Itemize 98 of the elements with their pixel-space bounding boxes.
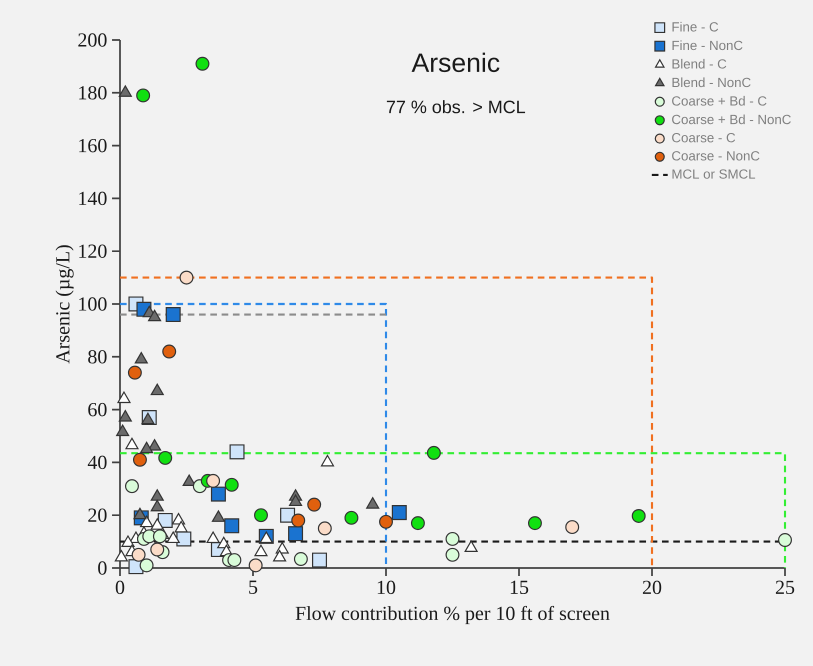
point [182,474,196,486]
point [140,442,154,454]
point [288,526,304,542]
y-tick-label: 200 [78,33,107,47]
point [273,550,286,562]
x-tick-label: 25 [776,580,794,594]
point [125,438,139,450]
point [150,489,164,501]
point [117,392,131,404]
point [150,384,164,396]
x-tick-label: 15 [510,580,528,594]
point [148,310,162,322]
point [210,486,226,502]
point [392,505,407,520]
point [778,533,792,547]
point [124,479,139,494]
legend-label: Blend - C [672,58,726,69]
text: 77 % obs. > MCL [386,100,526,114]
point [134,352,148,364]
point [166,307,181,322]
x-tick-label: 5 [249,580,258,594]
point [132,452,147,467]
point [446,548,460,562]
legend-label: Coarse + Bd - NonC [672,114,791,124]
point [152,529,167,544]
point [140,558,154,572]
point [148,439,162,451]
point [158,450,172,465]
point [118,410,132,422]
x-tick-label: 10 [378,580,396,594]
point [320,454,334,466]
point [307,498,322,512]
point [294,552,308,566]
point [132,548,146,562]
legend-label: MCL or SMCL [672,169,756,179]
point [230,444,245,460]
point [379,514,393,529]
point [224,478,239,492]
point [128,366,142,380]
point [312,552,328,568]
y-tick-label: 100 [79,297,107,311]
point [288,494,302,506]
point [150,500,164,512]
y-tick-label: 120 [79,244,107,258]
legend-label: Coarse + Bd - C [672,96,767,106]
x-axis-title: Flow contribution % per 10 ft of screen [296,606,610,624]
point [565,520,580,534]
point [224,518,240,534]
legend-label: Coarse - C [672,132,736,142]
legend-label: Fine - C [672,22,718,32]
point [136,88,150,102]
point [254,544,268,556]
point [280,508,296,523]
point [166,531,180,544]
x-tick-label: 0 [116,580,124,594]
y-tick-label: 40 [88,456,107,470]
point [121,535,135,547]
point [133,508,147,520]
point [195,56,210,71]
y-tick-label: 80 [88,350,107,364]
y-tick-label: 140 [79,192,107,206]
y-tick-label: 20 [88,508,107,522]
y-axis-title: Arsenic (µg/L) [56,245,74,364]
x-tick-label: 20 [642,580,662,594]
point [206,531,220,544]
point [344,510,358,525]
legend-label: Coarse - NonC [672,151,760,161]
y-tick-label: 60 [88,402,107,416]
point [206,474,220,488]
point [150,518,164,530]
point [227,553,242,568]
point [114,550,128,562]
point [318,521,332,536]
y-tick-label: 0 [98,561,107,575]
y-tick-label: 160 [79,138,107,152]
point [426,446,441,460]
y-tick-label: 180 [79,86,107,100]
point [291,514,306,528]
point [248,558,263,572]
point [410,516,425,530]
point [212,510,225,522]
point [180,270,194,285]
point [116,424,130,436]
point [254,508,268,522]
point [464,540,478,552]
point [118,85,132,97]
point [632,509,646,523]
point [162,344,176,358]
point [174,520,188,532]
point [528,516,542,530]
point [140,516,154,528]
point [366,497,380,509]
chart-title: Arsenic [412,52,500,72]
point [150,542,164,556]
legend-label: Blend - NonC [672,77,751,88]
point [176,531,192,546]
legend-label: Fine - NonC [672,40,743,50]
point [446,532,460,546]
